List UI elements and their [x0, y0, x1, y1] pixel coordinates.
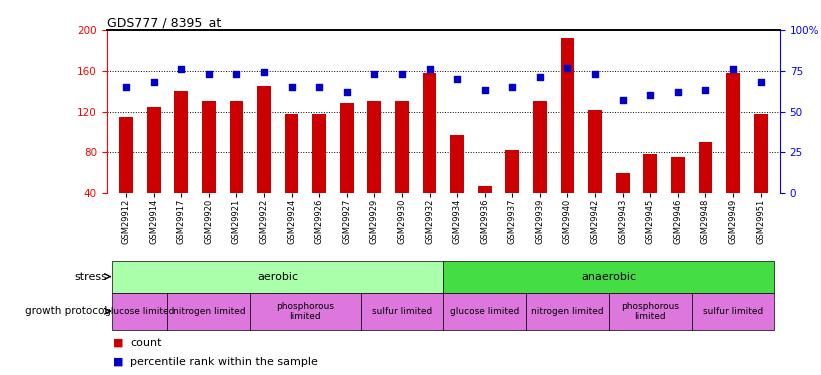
Text: percentile rank within the sample: percentile rank within the sample [131, 357, 319, 367]
Bar [340, 104, 354, 193]
Point [644, 92, 657, 98]
Point [175, 66, 188, 72]
Bar [533, 101, 547, 193]
Bar [506, 150, 519, 193]
Bar [202, 101, 216, 193]
Bar [360, 292, 443, 330]
Bar [257, 86, 271, 193]
Text: phosphorous
limited: phosphorous limited [621, 302, 679, 321]
Bar [644, 154, 657, 193]
Point [506, 84, 519, 90]
Text: aerobic: aerobic [257, 272, 298, 282]
Text: anaerobic: anaerobic [581, 272, 636, 282]
Point [120, 84, 133, 90]
Point [368, 71, 381, 77]
Point [534, 74, 547, 80]
Point [589, 71, 602, 77]
Bar [285, 114, 299, 193]
Text: growth protocol: growth protocol [25, 306, 108, 316]
Bar [112, 261, 443, 292]
Text: GDS777 / 8395_at: GDS777 / 8395_at [107, 16, 221, 29]
Text: sulfur limited: sulfur limited [703, 307, 764, 316]
Point [313, 84, 326, 90]
Bar [561, 38, 575, 193]
Bar [526, 292, 609, 330]
Bar [368, 101, 381, 193]
Point [258, 69, 271, 75]
Text: glucose limited: glucose limited [105, 307, 175, 316]
Bar [174, 91, 188, 193]
Bar [167, 292, 250, 330]
Point [396, 71, 409, 77]
Bar [119, 117, 133, 193]
Point [147, 79, 160, 85]
Text: phosphorous
limited: phosphorous limited [277, 302, 334, 321]
Bar [726, 73, 740, 193]
Bar [450, 135, 464, 193]
Bar [312, 114, 326, 193]
Bar [112, 292, 167, 330]
Point [340, 89, 353, 95]
Text: stress: stress [75, 272, 108, 282]
Bar [147, 108, 161, 193]
Bar [230, 101, 243, 193]
Bar [699, 142, 713, 193]
Point [451, 76, 464, 82]
Text: glucose limited: glucose limited [450, 307, 520, 316]
Bar [671, 158, 685, 193]
Point [478, 87, 491, 93]
Bar [691, 292, 774, 330]
Point [616, 97, 629, 103]
Point [561, 64, 574, 70]
Bar [616, 173, 630, 193]
Text: ■: ■ [113, 338, 124, 348]
Bar [754, 114, 768, 193]
Text: nitrogen limited: nitrogen limited [531, 307, 603, 316]
Point [754, 79, 767, 85]
Bar [609, 292, 691, 330]
Point [672, 89, 685, 95]
Text: nitrogen limited: nitrogen limited [172, 307, 245, 316]
Bar [443, 261, 774, 292]
Bar [443, 292, 526, 330]
Bar [395, 101, 409, 193]
Point [230, 71, 243, 77]
Bar [478, 186, 492, 193]
Point [285, 84, 298, 90]
Bar [588, 110, 602, 193]
Point [699, 87, 712, 93]
Bar [423, 73, 437, 193]
Point [202, 71, 215, 77]
Point [423, 66, 436, 72]
Text: sulfur limited: sulfur limited [372, 307, 432, 316]
Text: ■: ■ [113, 357, 124, 367]
Text: count: count [131, 338, 162, 348]
Point [727, 66, 740, 72]
Bar [250, 292, 360, 330]
